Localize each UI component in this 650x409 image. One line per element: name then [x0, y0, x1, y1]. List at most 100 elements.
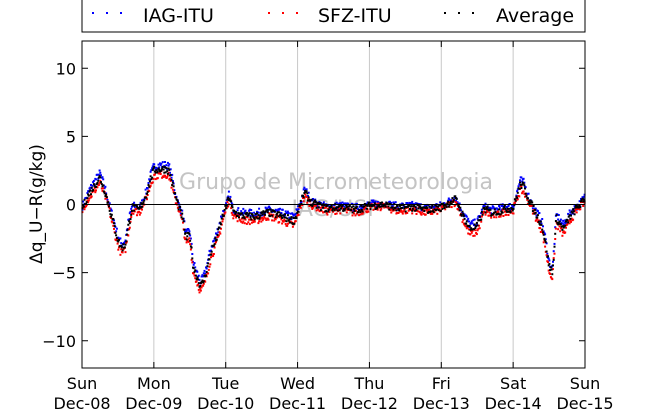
point-sfz-itu-76 [136, 214, 138, 217]
point-sfz-itu-90 [146, 198, 148, 201]
point-iag-itu-204 [227, 190, 230, 193]
point-sfz-itu-667 [560, 227, 563, 230]
point-iag-itu-581 [498, 206, 501, 209]
point-average-546 [473, 223, 476, 226]
point-average-94 [148, 180, 151, 183]
point-average-180 [210, 250, 213, 253]
point-iag-itu-609 [519, 179, 521, 182]
point-sfz-itu-38 [108, 207, 111, 210]
point-iag-itu-65 [128, 218, 131, 221]
point-sfz-itu-10 [88, 197, 91, 200]
point-average-528 [460, 214, 463, 217]
point-sfz-itu-551 [477, 227, 480, 230]
point-iag-itu-15 [92, 181, 95, 184]
point-iag-itu-290 [289, 212, 292, 215]
point-iag-itu-232 [248, 209, 251, 212]
point-sfz-itu-312 [305, 196, 308, 198]
point-sfz-itu-672 [564, 231, 567, 234]
point-average-348 [331, 209, 334, 212]
point-average-515 [451, 197, 454, 200]
point-sfz-itu-387 [359, 213, 362, 216]
point-sfz-itu-286 [286, 222, 289, 225]
point-iag-itu-315 [307, 191, 310, 194]
point-average-262 [269, 208, 272, 211]
point-iag-itu-136 [179, 207, 182, 210]
point-iag-itu-611 [520, 176, 523, 179]
x-tick-label-day-7: Sun [570, 374, 600, 393]
point-average-426 [387, 205, 390, 208]
point-average-540 [469, 228, 472, 231]
point-iag-itu-327 [316, 205, 319, 208]
point-sfz-itu-567 [488, 211, 491, 214]
point-sfz-itu-657 [553, 252, 556, 255]
point-sfz-itu-18 [94, 191, 97, 194]
point-sfz-itu-681 [570, 217, 573, 220]
point-iag-itu-666 [559, 218, 562, 221]
point-iag-itu-29 [102, 178, 105, 181]
point-sfz-itu-654 [551, 278, 554, 281]
point-iag-itu-452 [406, 202, 409, 204]
point-average-193 [220, 223, 222, 226]
point-sfz-itu-111 [161, 176, 164, 179]
point-sfz-itu-44 [113, 227, 115, 230]
point-average-545 [473, 228, 475, 231]
point-average-526 [459, 206, 462, 209]
point-average-142 [183, 228, 186, 231]
point-average-208 [230, 205, 233, 207]
point-sfz-itu-276 [279, 216, 282, 219]
point-iag-itu-598 [511, 204, 514, 207]
point-sfz-itu-236 [250, 221, 253, 224]
point-average-41 [110, 213, 113, 216]
point-sfz-itu-470 [419, 211, 422, 214]
point-iag-itu-225 [243, 212, 245, 215]
point-average-686 [574, 206, 577, 209]
x-tick-label-date-6: Dec-14 [485, 394, 542, 409]
x-tick-label-day-0: Sun [67, 374, 97, 393]
point-iag-itu-336 [322, 201, 325, 204]
point-average-580 [498, 208, 501, 211]
point-average-490 [433, 208, 436, 211]
point-iag-itu-314 [307, 195, 309, 197]
point-sfz-itu-161 [197, 283, 199, 286]
point-iag-itu-650 [548, 259, 551, 262]
point-average-599 [511, 209, 514, 212]
point-iag-itu-160 [196, 270, 199, 273]
point-average-318 [309, 204, 312, 207]
point-sfz-itu-452 [406, 212, 409, 214]
point-sfz-itu-677 [567, 219, 570, 222]
point-average-654 [551, 273, 554, 276]
point-average-194 [220, 217, 223, 220]
point-average-550 [476, 224, 479, 227]
point-sfz-itu-3 [83, 208, 86, 211]
point-iag-itu-511 [448, 198, 451, 201]
point-average-600 [512, 207, 515, 210]
point-sfz-itu-392 [363, 208, 365, 211]
point-iag-itu-364 [342, 202, 345, 205]
point-average-322 [312, 201, 315, 204]
point-sfz-itu-50 [117, 248, 120, 251]
point-sfz-itu-64 [127, 234, 130, 237]
point-sfz-itu-40 [110, 217, 113, 219]
point-average-60 [124, 243, 127, 246]
point-average-334 [321, 204, 324, 207]
point-average-617 [524, 192, 527, 195]
point-iag-itu-514 [450, 199, 453, 202]
point-average-585 [501, 211, 504, 214]
point-average-200 [225, 207, 228, 210]
point-sfz-itu-564 [486, 210, 489, 213]
point-iag-itu-31 [103, 187, 106, 190]
point-average-111 [161, 167, 164, 170]
point-average-296 [294, 217, 297, 220]
point-sfz-itu-673 [565, 226, 567, 229]
point-average-228 [245, 213, 248, 216]
point-average-136 [179, 205, 182, 208]
point-sfz-itu-640 [541, 230, 544, 233]
point-iag-itu-139 [181, 209, 184, 212]
point-sfz-itu-390 [361, 212, 364, 215]
point-sfz-itu-199 [224, 211, 227, 214]
point-sfz-itu-686 [574, 209, 577, 212]
point-sfz-itu-530 [462, 218, 465, 221]
point-sfz-itu-485 [429, 212, 432, 215]
point-average-140 [182, 217, 184, 220]
point-average-85 [142, 201, 145, 204]
